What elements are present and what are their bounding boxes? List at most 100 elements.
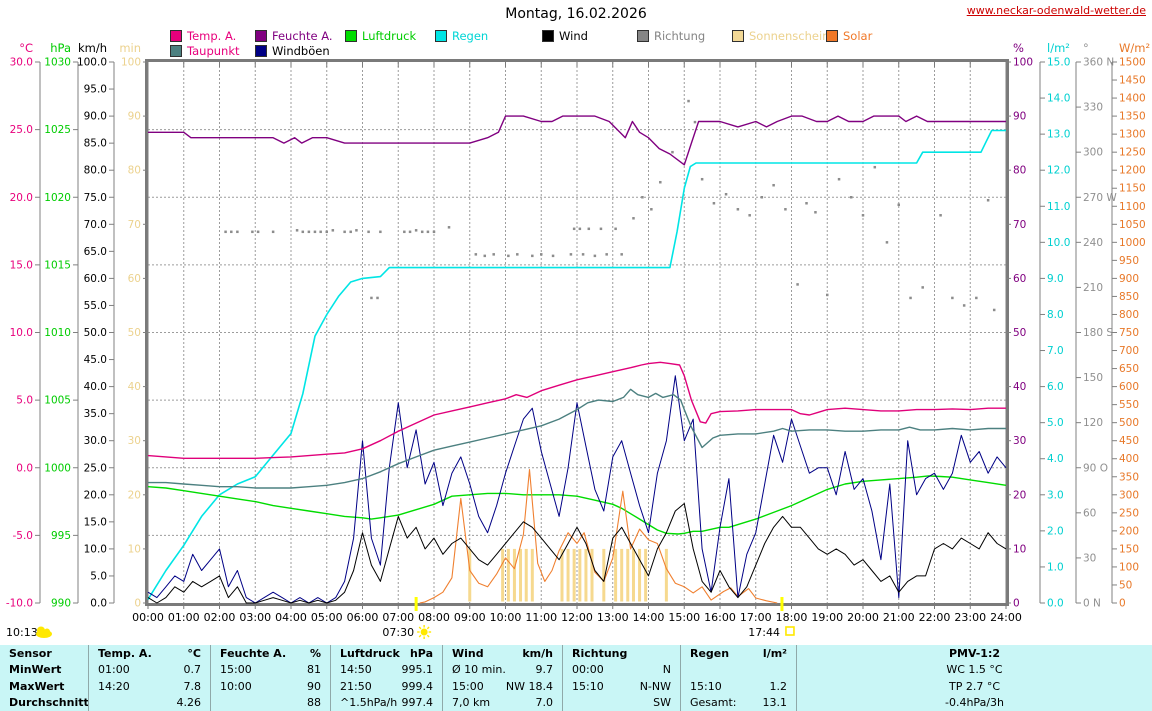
tick-label-wm2: 500 (1119, 417, 1139, 429)
dot-richtung (343, 230, 346, 234)
tick-label-wm2: 850 (1119, 291, 1139, 303)
legend-swatch (637, 30, 649, 42)
tick-label-deg: 180 S (1083, 327, 1113, 339)
dot-richtung (581, 253, 585, 256)
dot-richtung (414, 229, 418, 232)
bar-sonnenschein (614, 548, 618, 602)
tick-label-lm2: 9.0 (1047, 273, 1064, 285)
tick-label-pct: 90 (1013, 111, 1026, 123)
tick-label-hPa: 1025 (44, 124, 71, 136)
tick-label-hPa: 995 (51, 530, 71, 542)
tick-label-deg: 0 N (1083, 598, 1101, 610)
tick-label-deg: 270 W (1083, 192, 1117, 204)
axis-unit-kmh: km/h (78, 41, 107, 55)
tick-label-wm2: 1450 (1119, 75, 1146, 87)
axis-unit-deg: ° (1083, 41, 1089, 55)
website-link[interactable]: www.neckar-odenwald-wetter.de (966, 4, 1146, 17)
tick-label-pct: 30 (1013, 435, 1026, 447)
tick-label-kmh: 0.0 (90, 598, 107, 610)
tick-label-lm2: 1.0 (1047, 561, 1064, 573)
tick-label-wm2: 1050 (1119, 219, 1146, 231)
tick-label-min: 60 (128, 273, 141, 285)
dot-richtung (614, 227, 617, 231)
table-group-luftdruck: Luftdruck hPa 14:50 995.1 21:50 999.4 ^1.5hPa/… (330, 645, 442, 711)
dot-richtung (772, 183, 775, 187)
tick-label-deg: 120 (1083, 417, 1103, 429)
bar-sonnenschein (530, 548, 534, 602)
tick-label-lm2: 6.0 (1047, 381, 1064, 393)
x-tick-label: 01:00 (168, 611, 200, 624)
dot-richtung (593, 254, 597, 258)
bar-sonnenschein (566, 548, 570, 602)
bar-sonnenschein (506, 548, 510, 602)
dot-richtung (540, 253, 543, 256)
dot-richtung (992, 308, 996, 312)
bar-sonnenschein (519, 548, 523, 602)
tick-label-kmh: 100.0 (77, 57, 107, 69)
group-header: PMV-1:2 (949, 646, 1000, 660)
tick-label-deg: 300 (1083, 147, 1103, 159)
dot-richtung (474, 253, 478, 256)
dot-richtung (687, 99, 690, 103)
series-temp (147, 361, 1006, 459)
sun-event-tick (414, 597, 418, 611)
legend-label: Richtung (654, 29, 706, 43)
tick-label-min: 50 (128, 327, 141, 339)
table-cell: 14:20 7.8 (98, 679, 201, 693)
x-tick-label: 15:00 (668, 611, 700, 624)
tick-label-deg: 330 (1083, 102, 1103, 114)
tick-label-min: 20 (128, 489, 141, 501)
tick-label-wm2: 600 (1119, 381, 1139, 393)
table-cell: 15:10 N-NW (572, 679, 671, 693)
tick-label-degC: 15.0 (10, 259, 33, 271)
tick-label-min: 70 (128, 219, 141, 231)
bar-sonnenschein (572, 548, 576, 602)
table-cell: TP 2.7 °C (948, 679, 1001, 693)
tick-label-wm2: 1000 (1119, 237, 1146, 249)
tick-label-degC: 10.0 (10, 327, 33, 339)
table-group-temp-a-: Temp. A. °C 01:00 0.7 14:20 7.8 4.26 (88, 645, 210, 711)
tick-label-degC: 30.0 (10, 57, 33, 69)
legend-swatch (435, 30, 447, 42)
table-group-feuchte-a-: Feuchte A.% 15:00 81 10:00 90 88 (210, 645, 330, 711)
dot-richtung (659, 180, 662, 184)
tick-label-kmh: 30.0 (84, 435, 107, 447)
tick-label-lm2: 2.0 (1047, 525, 1064, 537)
legend-swatch (170, 45, 182, 57)
tick-label-min: 100 (121, 57, 141, 69)
tick-label-deg: 30 (1083, 552, 1096, 564)
x-tick-label: 11:00 (525, 611, 557, 624)
table-cell (681, 662, 796, 679)
sunset-time: 17:44 (748, 626, 780, 639)
dot-richtung (376, 296, 379, 300)
legend-item-feuchte-a-: Feuchte A. (255, 29, 333, 43)
table-cell: WC 1.5 °C (946, 663, 1003, 677)
table-cell: 21:50 999.4 (340, 679, 433, 693)
dot-richtung (849, 196, 853, 199)
legend-swatch (255, 45, 267, 57)
legend-item-regen: Regen (435, 29, 488, 43)
bar-sonnenschein (524, 548, 528, 602)
page-title: Montag, 16.02.2026 (505, 6, 647, 22)
table-group-richtung: Richtung 00:00 N 15:10 N-NW SW (562, 645, 680, 711)
table-cell: 7,0 km 7.0 (452, 696, 553, 710)
x-tick-label: 17:00 (740, 611, 772, 624)
dot-richtung (432, 230, 436, 234)
legend-label: Windböen (272, 44, 330, 58)
bar-sonnenschein (631, 548, 635, 602)
table-cell: 00:00 N (572, 663, 671, 677)
dot-richtung (986, 199, 990, 202)
bar-sonnenschein (602, 548, 606, 602)
tick-label-kmh: 20.0 (84, 489, 107, 501)
axis-unit-lm2: l/m² (1047, 41, 1070, 55)
bar-sonnenschein (512, 548, 516, 602)
legend-item-luftdruck: Luftdruck (345, 29, 416, 43)
tick-label-wm2: 700 (1119, 345, 1139, 357)
table-cell: 4.26 (176, 696, 202, 710)
tick-label-wm2: 800 (1119, 309, 1139, 321)
tick-label-lm2: 3.0 (1047, 489, 1064, 501)
dot-richtung (313, 230, 317, 234)
legend-label: Taupunkt (187, 44, 240, 58)
tick-label-kmh: 50.0 (84, 327, 107, 339)
tick-label-pct: 0 (1013, 598, 1020, 610)
